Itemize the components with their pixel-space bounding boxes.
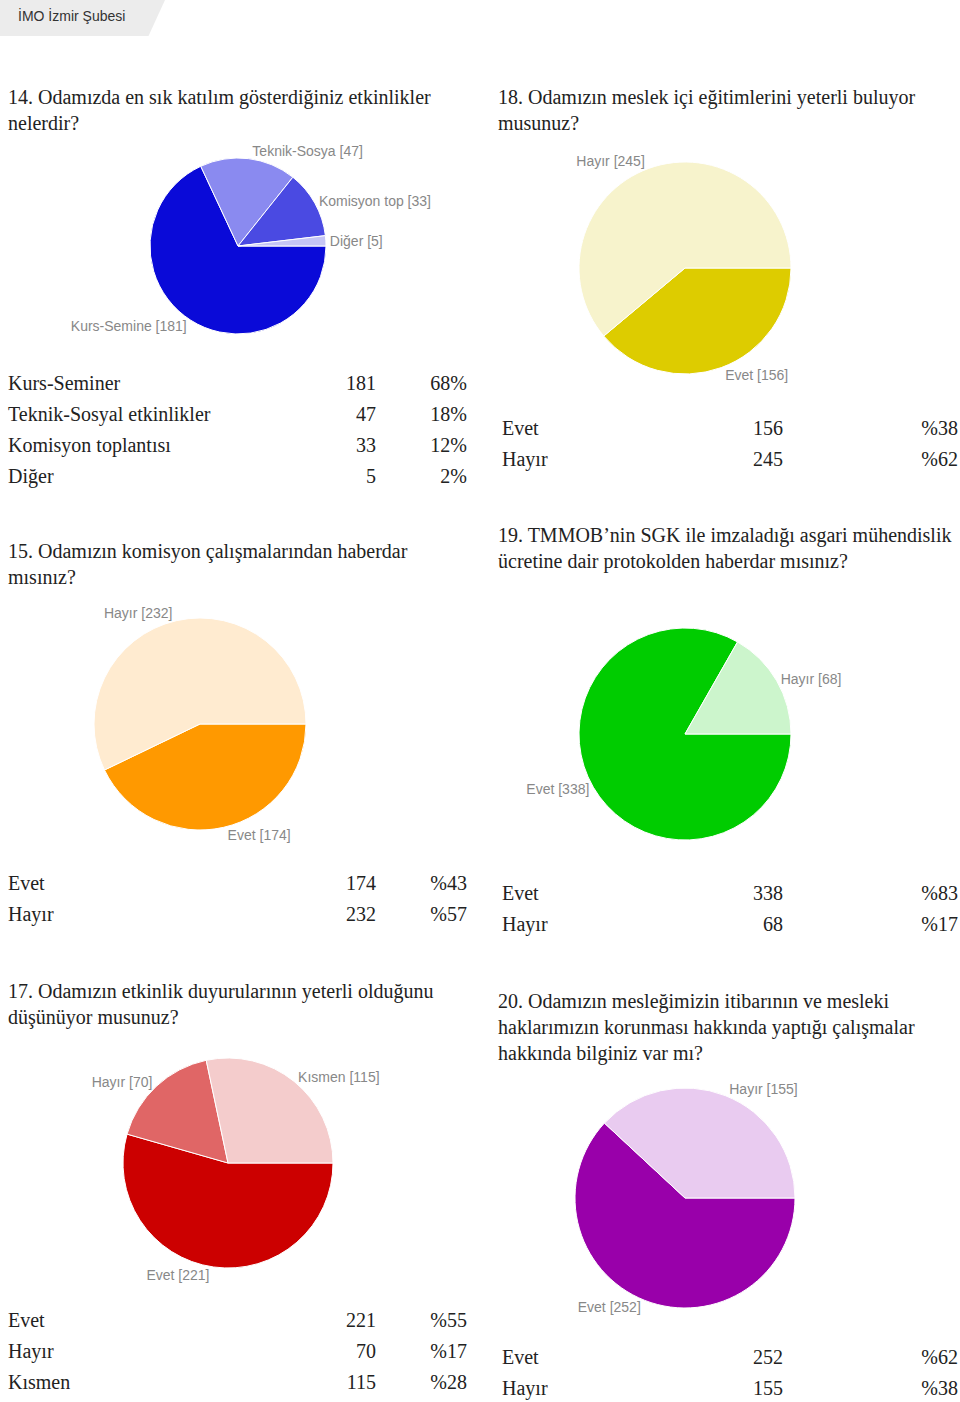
html-text:%57: %57 <box>430 903 467 925</box>
html-text:47: 47 <box>356 403 376 425</box>
html-text:%55: %55 <box>430 1309 467 1331</box>
html-text:%43: %43 <box>430 872 467 894</box>
svg-text:Evet [252]: Evet [252] <box>578 1299 641 1315</box>
html-text:115: 115 <box>346 1371 376 1393</box>
html-text:Evet: Evet <box>502 417 539 439</box>
svg-text:Hayır [232]: Hayır [232] <box>104 605 172 621</box>
html-text:252: 252 <box>753 1346 783 1368</box>
html-text:Hayır: Hayır <box>8 1340 54 1362</box>
html-text:Hayır: Hayır <box>502 1377 548 1399</box>
html-text:Evet: Evet <box>502 1346 539 1368</box>
html-text:156: 156 <box>753 417 783 439</box>
html-text:18%: 18% <box>430 403 467 425</box>
svg-text:Komisyon top [33]: Komisyon top [33] <box>319 193 431 209</box>
html-text:155: 155 <box>753 1377 783 1399</box>
html-text:Hayır: Hayır <box>502 448 548 470</box>
html-text:68: 68 <box>763 913 783 935</box>
html-text:17. Odamızın etkinlik duyurula: 17. Odamızın etkinlik duyurularının yete… <box>8 980 434 1028</box>
html-text:338: 338 <box>753 882 783 904</box>
svg-text:Kurs-Semine [181]: Kurs-Semine [181] <box>71 318 187 334</box>
svg-text:Evet [338]: Evet [338] <box>526 781 589 797</box>
svg-text:Diğer [5]: Diğer [5] <box>330 233 383 249</box>
html-text:15. Odamızın komisyon çalışmal: 15. Odamızın komisyon çalışmalarından ha… <box>8 540 408 588</box>
html-text:68%: 68% <box>430 372 467 394</box>
html-text:%38: %38 <box>921 417 958 439</box>
html-text:Hayır: Hayır <box>8 903 54 925</box>
svg-text:Evet [221]: Evet [221] <box>146 1267 209 1283</box>
html-text:70: 70 <box>356 1340 376 1362</box>
html-text:20. Odamızın mesleğimizin itib: 20. Odamızın mesleğimizin itibarının ve … <box>498 990 915 1064</box>
html-text:Hayır: Hayır <box>502 913 548 935</box>
html-text:Teknik-Sosyal etkinlikler: Teknik-Sosyal etkinlikler <box>8 403 211 425</box>
html-text:33: 33 <box>356 434 376 456</box>
html-text:Komisyon toplantısı: Komisyon toplantısı <box>8 434 171 456</box>
html-text:%17: %17 <box>430 1340 467 1362</box>
html-text:18. Odamızın meslek içi eğitim: 18. Odamızın meslek içi eğitimlerini yet… <box>498 86 916 134</box>
html-text:181: 181 <box>346 372 376 394</box>
html-text:%17: %17 <box>921 913 958 935</box>
html-text:14. Odamızda en sık katılım gö: 14. Odamızda en sık katılım gösterdiğini… <box>8 86 431 134</box>
svg-text:Evet [174]: Evet [174] <box>228 827 291 843</box>
html-text:%28: %28 <box>430 1371 467 1393</box>
svg-text:Teknik-Sosya [47]: Teknik-Sosya [47] <box>252 143 363 159</box>
svg-text:Hayır [70]: Hayır [70] <box>92 1074 153 1090</box>
html-text:232: 232 <box>346 903 376 925</box>
html-text:19. TMMOB’nin SGK ile imzaladı: 19. TMMOB’nin SGK ile imzaladığı asgari … <box>498 524 952 572</box>
svg-text:Hayır [155]: Hayır [155] <box>729 1081 797 1097</box>
html-text:%62: %62 <box>921 1346 958 1368</box>
html-text:245: 245 <box>753 448 783 470</box>
html-text:Evet: Evet <box>8 1309 45 1331</box>
html-text:2%: 2% <box>440 465 467 487</box>
html-text:Kısmen: Kısmen <box>8 1371 71 1393</box>
html-text:12%: 12% <box>430 434 467 456</box>
html-text:Evet: Evet <box>8 872 45 894</box>
svg-text:Hayır [245]: Hayır [245] <box>576 153 644 169</box>
html-text:%83: %83 <box>921 882 958 904</box>
html-text:Diğer: Diğer <box>8 465 54 487</box>
html-text:%38: %38 <box>921 1377 958 1399</box>
svg-text:Evet [156]: Evet [156] <box>725 367 788 383</box>
svg-text:Kısmen [115]: Kısmen [115] <box>298 1069 379 1085</box>
html-text:Evet: Evet <box>502 882 539 904</box>
html-text:Kurs-Seminer: Kurs-Seminer <box>8 372 121 394</box>
html-text:221: 221 <box>346 1309 376 1331</box>
html-text:174: 174 <box>346 872 376 894</box>
html-text:5: 5 <box>366 465 376 487</box>
html-text:%62: %62 <box>921 448 958 470</box>
html-text:İMO İzmir Şubesi: İMO İzmir Şubesi <box>18 8 126 24</box>
svg-text:Hayır [68]: Hayır [68] <box>781 671 842 687</box>
